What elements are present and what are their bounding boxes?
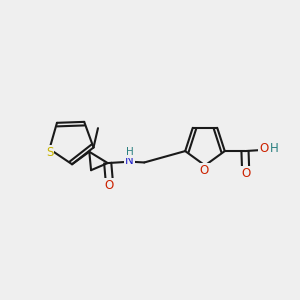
Text: O: O (105, 179, 114, 192)
Text: S: S (46, 146, 53, 159)
Text: O: O (260, 142, 268, 155)
Text: N: N (125, 154, 134, 167)
Text: O: O (200, 164, 209, 177)
Text: H: H (270, 142, 279, 155)
Text: O: O (241, 167, 250, 180)
Text: H: H (125, 147, 133, 158)
